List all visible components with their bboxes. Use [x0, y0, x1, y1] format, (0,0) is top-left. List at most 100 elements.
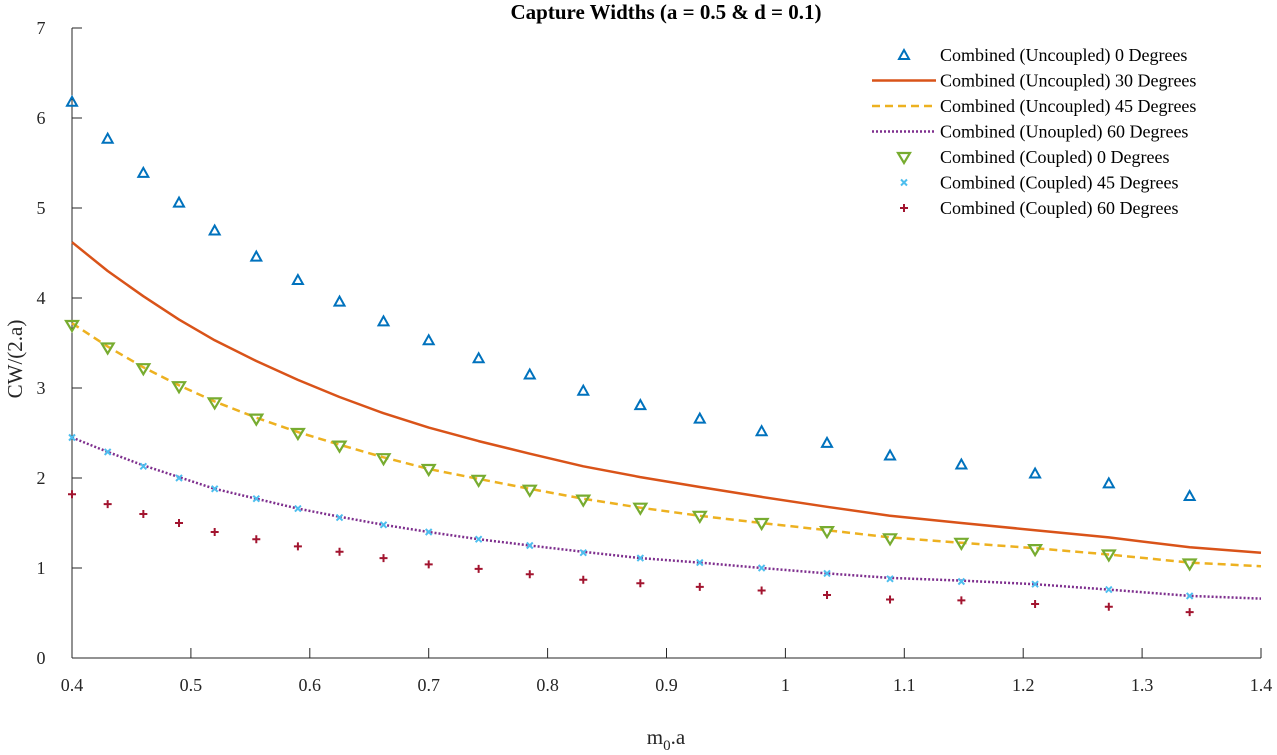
data-point [754, 424, 769, 437]
legend-label: Combined (Coupled) 45 Degrees [940, 173, 1178, 194]
data-point [1100, 549, 1117, 563]
x-axis-label-subscript: 0 [663, 738, 671, 754]
data-point [249, 249, 263, 262]
data-point [636, 554, 645, 562]
data-point [521, 484, 538, 498]
data-point [1031, 580, 1039, 588]
x-tick-label: 1.2 [1012, 675, 1035, 695]
x-tick-label: 0.4 [61, 675, 84, 695]
x-tick-label: 1.1 [893, 675, 916, 695]
data-point [757, 586, 766, 595]
x-axis-label: m0.a [647, 725, 686, 754]
data-point [1182, 488, 1197, 501]
data-point [1104, 602, 1113, 611]
data-point [1105, 585, 1113, 594]
x-tick-label: 1 [781, 675, 790, 695]
data-point [753, 517, 770, 532]
data-point [882, 533, 898, 547]
data-point [175, 519, 184, 527]
data-point [819, 525, 835, 540]
data-point [953, 537, 970, 551]
data-point [820, 435, 834, 448]
legend-label: Combined (Uncoupled) 45 Degrees [940, 96, 1196, 117]
data-point [139, 462, 148, 471]
data-point [1185, 592, 1194, 600]
data-point [331, 440, 348, 454]
x-tick-label: 0.9 [655, 675, 678, 695]
series-line-combined-uncoupled-30-degrees [71, 241, 1262, 554]
y-tick-label: 6 [37, 108, 46, 128]
y-tick-label: 5 [37, 198, 46, 218]
y-tick-label: 0 [37, 648, 46, 668]
data-point [68, 433, 76, 442]
data-point [64, 319, 80, 334]
data-point [335, 513, 344, 522]
data-point [135, 363, 152, 377]
x-tick-label: 1.4 [1250, 675, 1273, 695]
data-point [579, 575, 588, 584]
data-point [470, 474, 487, 488]
data-point [424, 528, 433, 536]
data-point [172, 195, 186, 208]
data-point [886, 595, 895, 604]
data-point [576, 383, 590, 396]
data-point [210, 528, 219, 536]
legend-marker-swatch [897, 47, 911, 60]
data-point [332, 294, 347, 307]
y-axis-label: CW/(2.a) [3, 320, 27, 399]
legend-label: Combined (Uncoupled) 30 Degrees [940, 71, 1196, 92]
data-point [633, 398, 648, 411]
data-point [420, 463, 437, 478]
series-markers-combined-coupled-45-degrees [68, 433, 1194, 600]
data-point [525, 570, 534, 579]
data-point [883, 448, 897, 461]
legend-label: Combined (Coupled) 0 Degrees [940, 147, 1169, 168]
data-point [471, 351, 486, 364]
data-point [1031, 600, 1040, 608]
legend-label: Combined (Uncoupled) 0 Degrees [940, 45, 1187, 66]
y-tick-label: 2 [37, 468, 46, 488]
data-point [252, 494, 261, 503]
data-point [206, 397, 223, 411]
x-tick-label: 0.6 [299, 675, 322, 695]
chart-title: Capture Widths (a = 0.5 & d = 0.1) [511, 0, 822, 24]
legend-marker-swatch [896, 151, 912, 166]
series-markers-combined-coupled-0-degrees [64, 319, 1198, 572]
data-point [1181, 558, 1198, 572]
data-point [139, 510, 148, 518]
data-point [376, 314, 391, 327]
data-point [335, 547, 344, 556]
data-point [210, 485, 219, 493]
data-point [422, 333, 436, 346]
data-point [68, 490, 76, 499]
data-point [957, 577, 966, 586]
data-point [294, 504, 302, 513]
legend-item: Combined (Uncoupled) 30 Degrees [872, 71, 1196, 92]
legend: Combined (Uncoupled) 0 Degrees Combined (… [872, 45, 1196, 219]
data-point [175, 474, 183, 482]
x-axis-label-main: m [647, 725, 663, 749]
data-point [474, 564, 483, 573]
x-tick-label: 0.8 [536, 675, 559, 695]
data-point [1102, 476, 1116, 489]
data-point [248, 413, 265, 427]
series-markers-combined-uncoupled-0-degrees [65, 94, 1197, 501]
legend-label: Combined (Unoupled) 60 Degrees [940, 122, 1188, 143]
data-point [823, 569, 831, 578]
data-point [65, 94, 79, 107]
series-line-combined-uncoupled-45-degrees [71, 322, 1262, 568]
x-tick-label: 1.3 [1131, 675, 1154, 695]
data-point [695, 582, 704, 591]
legend-item: Combined (Uncoupled) 0 Degrees [897, 45, 1187, 66]
data-point [823, 591, 832, 599]
data-point [207, 223, 222, 236]
legend-item: Combined (Unoupled) 60 Degrees [872, 122, 1188, 143]
data-point [474, 535, 483, 543]
data-point [693, 411, 707, 424]
data-point [289, 427, 306, 442]
x-tick-label: 0.5 [180, 675, 203, 695]
data-point [954, 457, 969, 470]
y-tick-label: 7 [37, 18, 46, 38]
legend-item: Combined (Coupled) 0 Degrees [896, 147, 1169, 168]
data-point [1185, 608, 1194, 617]
